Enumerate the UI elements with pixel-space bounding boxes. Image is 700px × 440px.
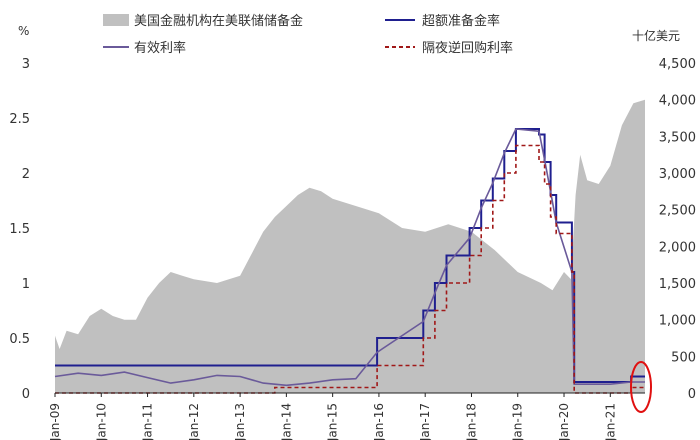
right-tick-label: 1,500 xyxy=(659,277,696,292)
left-tick-label: 0.5 xyxy=(9,332,30,347)
right-unit-label: 十亿美元 xyxy=(632,28,680,43)
legend-label-ioer: 超额准备金率 xyxy=(422,13,500,29)
left-tick-label: 0 xyxy=(22,387,30,402)
highlight-circle xyxy=(630,361,652,413)
x-tick-label: Jan-17 xyxy=(418,403,432,440)
x-tick-label: Jan-15 xyxy=(326,403,340,440)
series-line-ioer xyxy=(55,128,645,383)
right-tick-label: 2,000 xyxy=(659,240,696,255)
legend-label-reserves: 美国金融机构在美联储储备金 xyxy=(134,13,303,29)
x-tick-label: Jan-11 xyxy=(141,403,155,440)
right-tick-label: 4,000 xyxy=(659,94,696,109)
x-tick-label: Jan-14 xyxy=(279,403,293,440)
right-tick-label: 1,000 xyxy=(659,314,696,329)
left-unit-label: % xyxy=(18,24,29,38)
x-tick-label: Jan-20 xyxy=(557,403,571,440)
x-tick-label: Jan-21 xyxy=(603,403,617,440)
legend-swatch-reserves xyxy=(103,14,129,26)
x-tick-label: Jan-19 xyxy=(511,403,525,440)
right-tick-label: 500 xyxy=(671,350,696,365)
right-tick-label: 3,000 xyxy=(659,167,696,182)
x-tick-label: Jan-13 xyxy=(233,403,247,440)
legend-label-effr: 有效利率 xyxy=(134,40,186,56)
legend-label-onrrp: 隔夜逆回购利率 xyxy=(422,40,513,56)
right-tick-label: 2,500 xyxy=(659,204,696,219)
left-tick-label: 2.5 xyxy=(9,112,30,127)
x-tick-label: Jan-18 xyxy=(464,403,478,440)
x-tick-label: Jan-09 xyxy=(48,403,62,440)
x-tick-label: Jan-12 xyxy=(187,403,201,440)
left-tick-label: 3 xyxy=(22,57,30,72)
right-tick-label: 4,500 xyxy=(659,57,696,72)
x-tick-label: Jan-10 xyxy=(94,403,108,440)
left-tick-label: 1.5 xyxy=(9,222,30,237)
left-tick-label: 1 xyxy=(22,277,30,292)
series-area-reserves xyxy=(55,99,645,393)
x-tick-label: Jan-16 xyxy=(372,403,386,440)
left-tick-label: 2 xyxy=(22,167,30,182)
right-tick-label: 3,500 xyxy=(659,130,696,145)
right-tick-label: 0 xyxy=(688,387,696,402)
